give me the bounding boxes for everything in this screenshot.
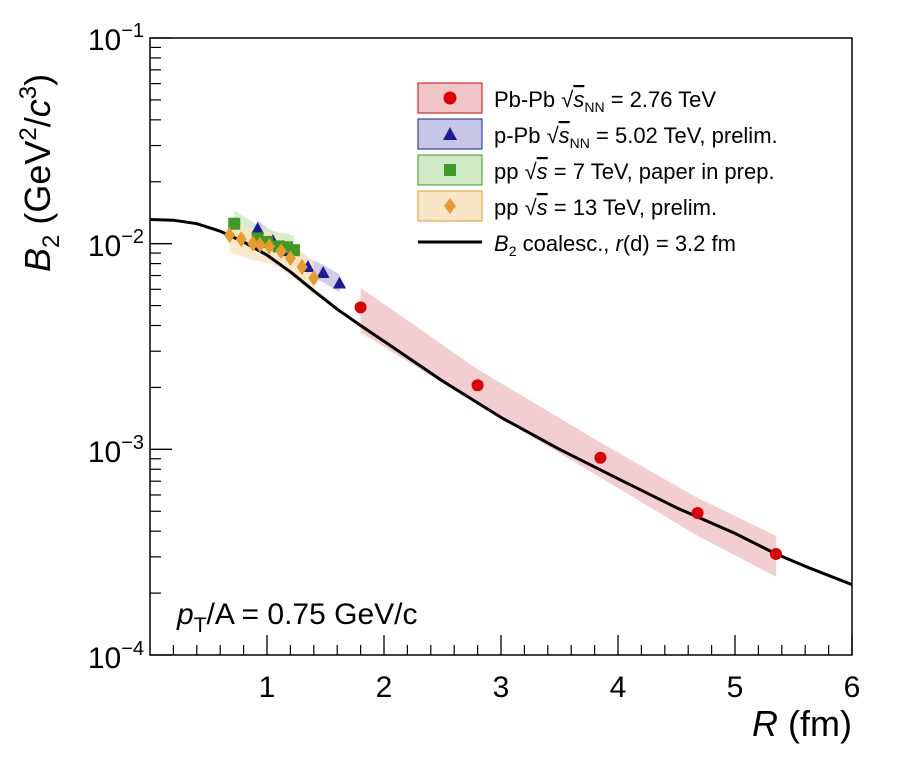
data-markers <box>224 217 782 560</box>
x-tick-label-5: 5 <box>727 671 744 704</box>
sqrt-icon: √ <box>525 195 538 220</box>
marker-series-3-point-5 <box>275 243 287 260</box>
legend-label-model: B2 coalesc., r(d) = 3.2 fm <box>494 231 736 259</box>
x-tick-label-3: 3 <box>493 671 510 704</box>
y-tick-label-3: 10−3 <box>88 432 144 469</box>
marker-series-3-point-8 <box>308 270 320 287</box>
sqrt-icon: √ <box>547 123 560 148</box>
y-axis-title: B2 (GeV2/c3) <box>15 74 65 272</box>
marker-series-3-point-6 <box>284 250 296 267</box>
marker-series-3-point-0 <box>224 227 236 244</box>
legend-marker-ppb <box>443 127 457 140</box>
sqrt-icon: √ <box>525 159 538 184</box>
y-tick-labels: 10−1 10−2 10−3 10−4 <box>88 20 144 675</box>
y-tick-label-2: 10−2 <box>88 226 144 263</box>
x-axis-title: R (fm) <box>752 703 852 744</box>
marker-series-3-point-3 <box>254 236 266 253</box>
model-curve <box>149 218 853 586</box>
axis-ticks <box>150 37 853 656</box>
legend-label-pp7: pp √s = 7 TeV, paper in prep. <box>494 159 775 184</box>
x-tick-labels: 1 2 3 4 5 6 <box>259 671 861 704</box>
marker-series-0-point-2 <box>594 451 607 464</box>
marker-series-3-point-1 <box>235 231 247 248</box>
marker-series-3-point-7 <box>296 259 308 276</box>
model-curve-layer <box>149 218 853 586</box>
legend-label-ppb: p-Pb √sNN = 5.02 TeV, prelim. <box>494 123 778 151</box>
legend-marker-pp7 <box>444 164 456 176</box>
pt-annotation: pT/A = 0.75 GeV/c <box>176 598 417 637</box>
legend-label-pp13: pp √s = 13 TeV, prelim. <box>494 195 717 220</box>
marker-series-1-point-5 <box>333 276 347 289</box>
legend-marker-pp13 <box>444 198 456 214</box>
legend-marker-pbpb <box>443 91 457 105</box>
y-tick-label-1: 10−1 <box>88 20 144 57</box>
x-tick-label-6: 6 <box>844 671 861 704</box>
band-series-0 <box>360 287 776 577</box>
marker-series-0-point-0 <box>354 301 367 314</box>
marker-series-1-point-4 <box>316 266 330 279</box>
x-tick-label-1: 1 <box>259 671 276 704</box>
marker-series-0-point-1 <box>471 379 484 392</box>
marker-series-0-point-4 <box>769 547 782 560</box>
marker-series-1-point-0 <box>251 221 265 234</box>
marker-series-0-point-3 <box>691 507 704 520</box>
marker-series-3-point-4 <box>263 238 275 255</box>
marker-series-2-point-0 <box>228 217 241 230</box>
x-tick-label-4: 4 <box>610 671 627 704</box>
legend: Pb-Pb √sNN = 2.76 TeV p-Pb √sNN = 5.02 T… <box>417 82 778 259</box>
marker-series-3-point-2 <box>247 235 259 252</box>
sqrt-icon: √ <box>561 87 574 112</box>
legend-label-pbpb: Pb-Pb √sNN = 2.76 TeV <box>494 87 716 115</box>
y-tick-label-4: 10−4 <box>88 638 144 675</box>
systematic-bands <box>229 210 776 577</box>
x-tick-label-2: 2 <box>376 671 393 704</box>
